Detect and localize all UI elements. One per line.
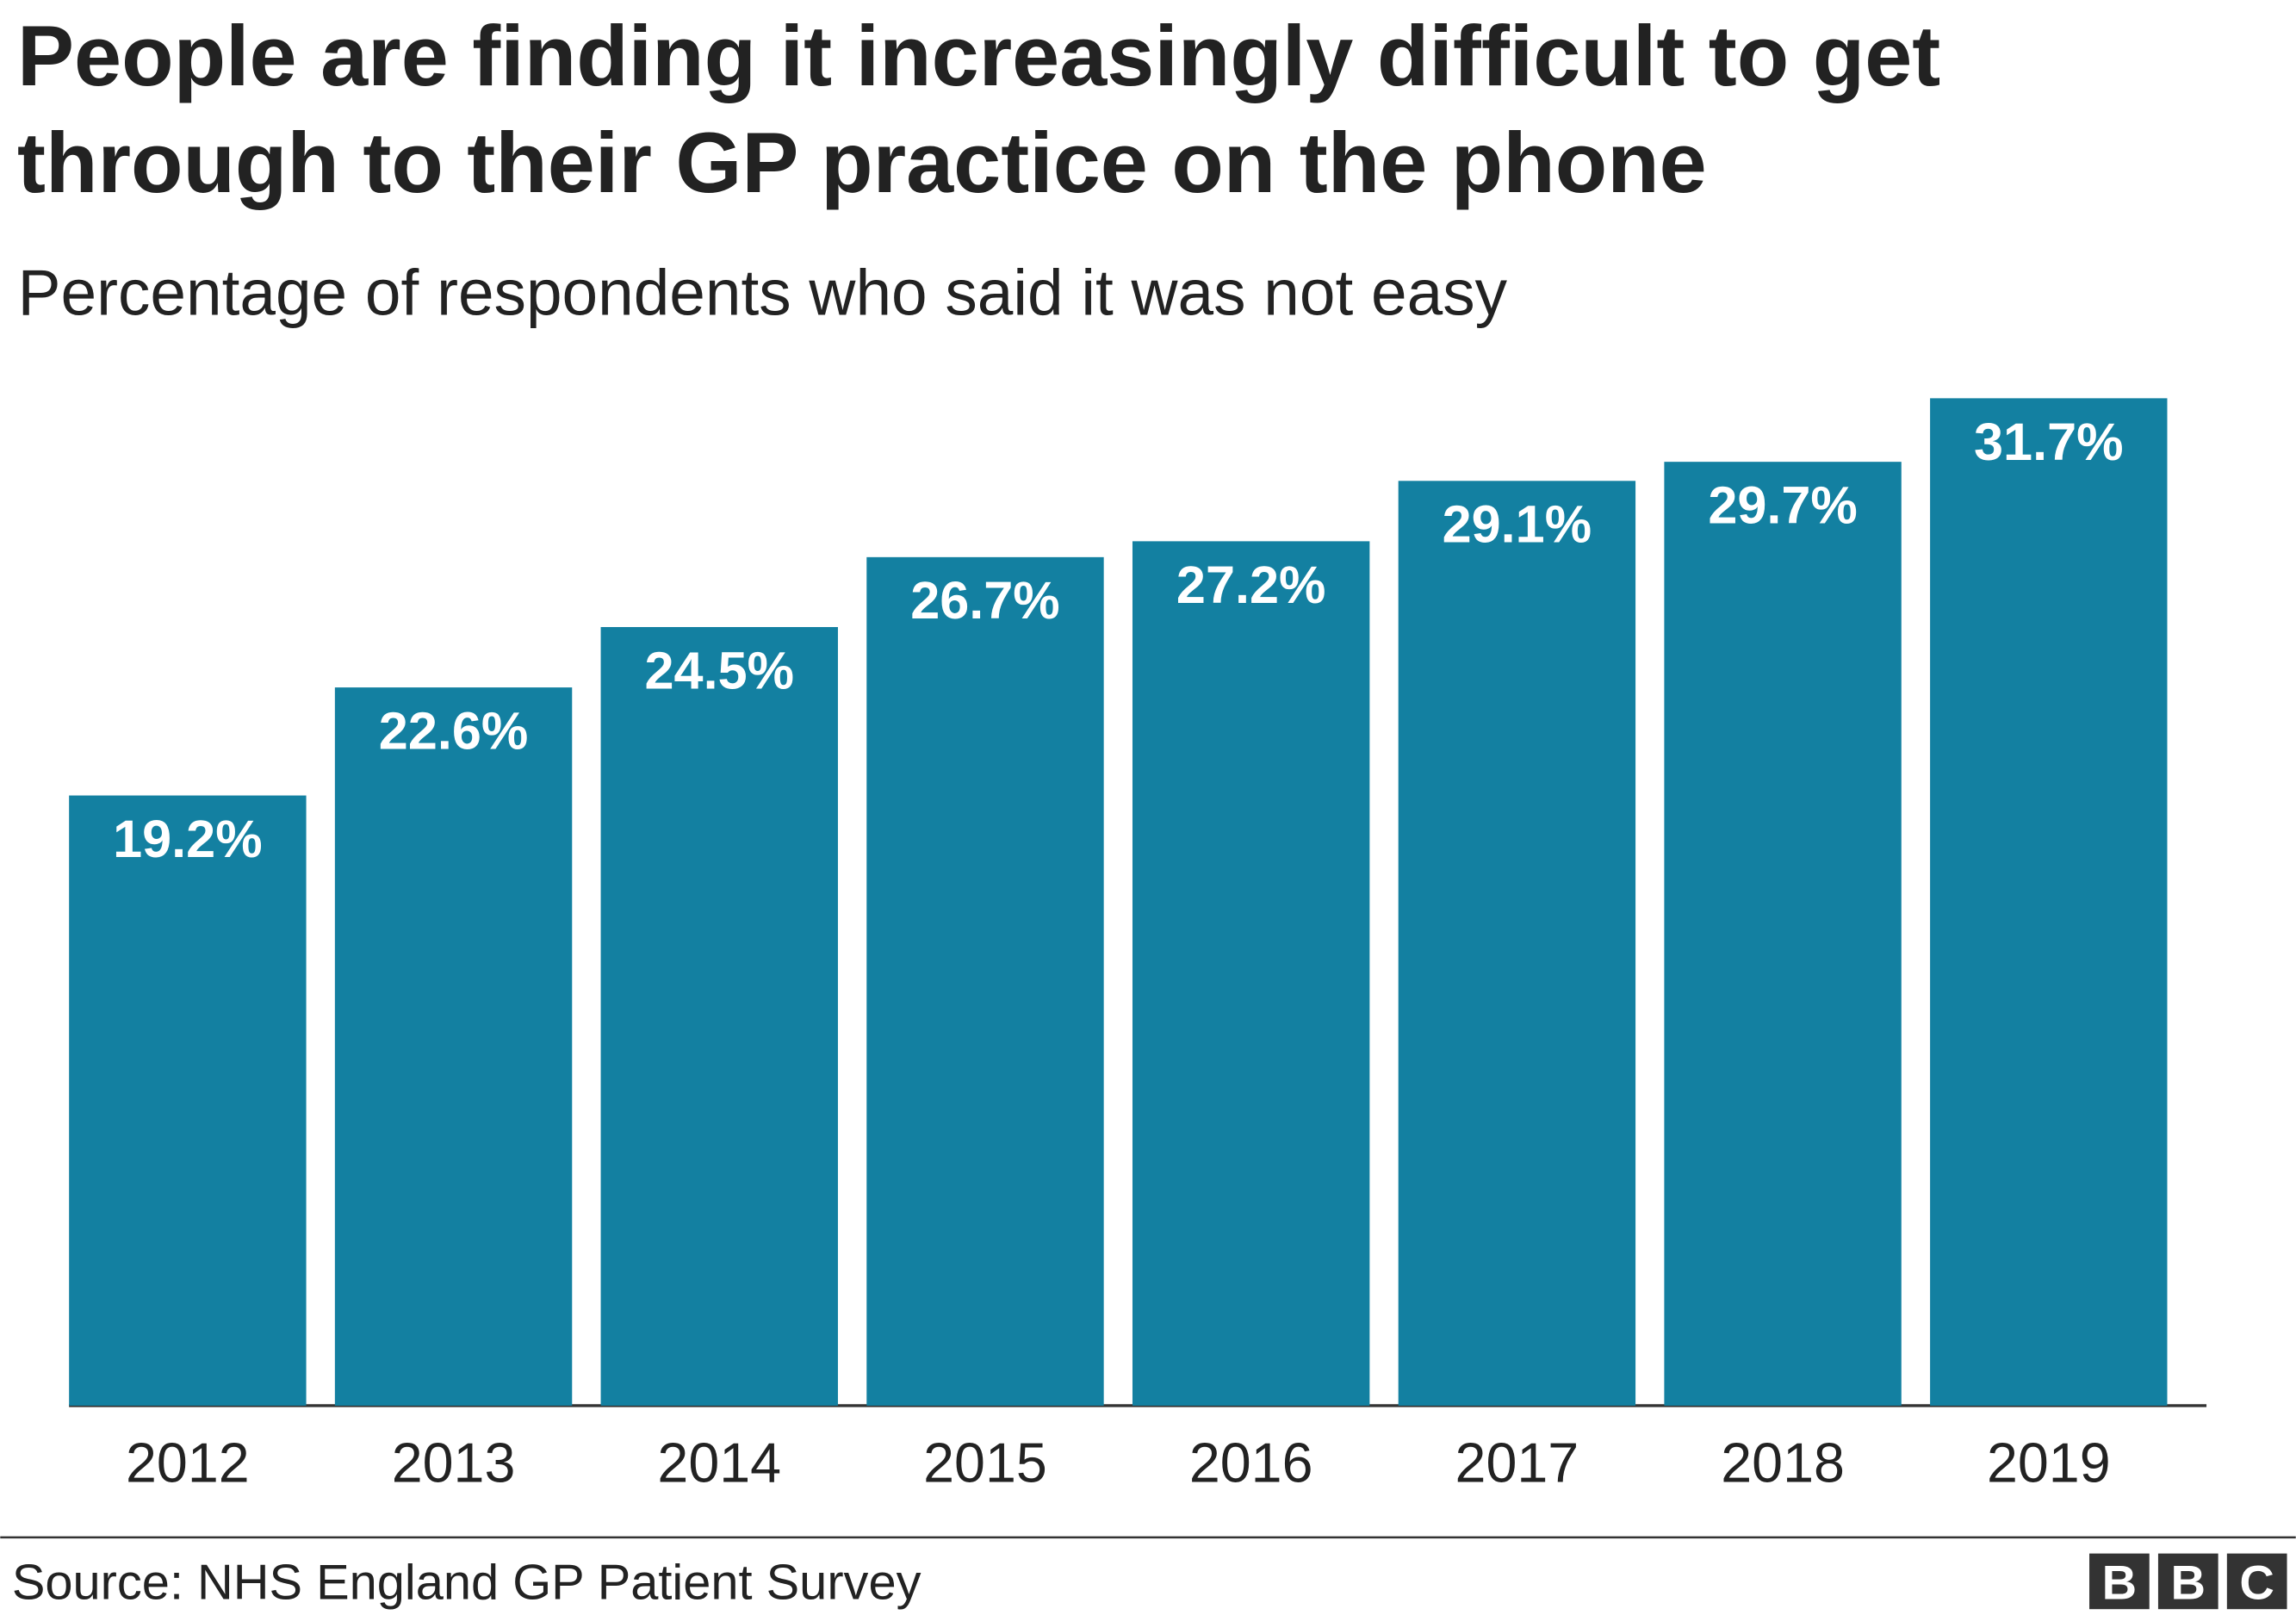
bar (600, 627, 838, 1406)
bar (334, 687, 573, 1406)
x-tick-label: 2016 (1189, 1432, 1313, 1494)
logo-box (2089, 1553, 2150, 1610)
value-label: 24.5% (645, 641, 795, 699)
value-label: 19.2% (113, 810, 262, 868)
x-tick-label: 2019 (1987, 1432, 2111, 1494)
logo-box (2226, 1553, 2287, 1610)
logo-box (2157, 1553, 2218, 1610)
logo-letter: C (2239, 1555, 2274, 1609)
bar (1132, 541, 1370, 1406)
bar (866, 556, 1104, 1406)
value-label: 29.1% (1443, 495, 1592, 554)
bar (1398, 481, 1636, 1406)
chart-title: People are finding it increasingly diffi… (17, 8, 1941, 210)
value-label: 27.2% (1176, 556, 1326, 614)
x-tick-label: 2012 (126, 1432, 250, 1494)
x-tick-label: 2014 (657, 1432, 781, 1494)
value-label: 31.7% (1974, 413, 2124, 471)
bar (1664, 462, 1902, 1406)
x-tick-label: 2015 (923, 1432, 1047, 1494)
logo-letter: B (2171, 1555, 2206, 1609)
logo-letter: B (2102, 1555, 2138, 1609)
x-tick-label: 2018 (1721, 1432, 1845, 1494)
source: Source: NHS England GP Patient Survey (12, 1555, 922, 1610)
value-label: 29.7% (1708, 476, 1857, 535)
value-label: 22.6% (379, 702, 529, 761)
bar (1930, 398, 2168, 1406)
x-tick-label: 2017 (1455, 1432, 1579, 1494)
bar (69, 795, 307, 1406)
chart-subtitle: Percentage of respondents who said it wa… (18, 256, 1508, 328)
value-label: 26.7% (910, 571, 1060, 630)
x-tick-label: 2013 (392, 1432, 516, 1494)
